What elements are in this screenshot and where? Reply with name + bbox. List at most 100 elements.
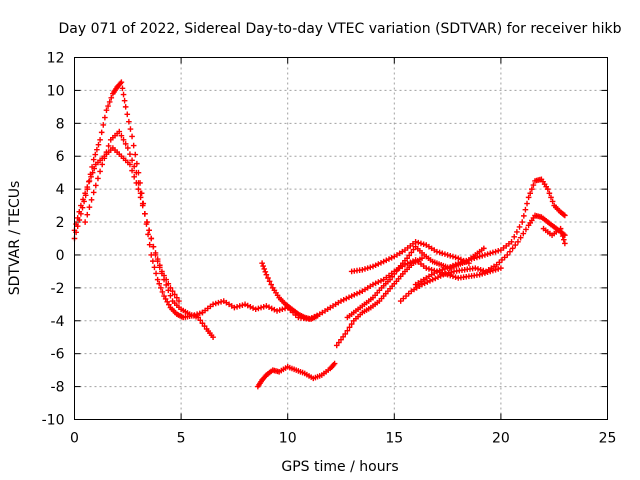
data-point	[86, 178, 93, 184]
data-point	[520, 230, 527, 237]
y-tick-labels: -10 -8 -6 -4 -2 0 2 4 6 8 10 12	[42, 51, 65, 429]
data-point	[159, 289, 166, 295]
data-point	[261, 266, 268, 272]
data-point	[210, 301, 216, 308]
data-point	[340, 334, 346, 340]
data-point	[530, 182, 537, 188]
data-point	[477, 266, 484, 273]
data-point	[95, 175, 101, 182]
grid	[74, 57, 608, 420]
data-point	[101, 155, 108, 162]
data-point	[279, 306, 286, 313]
data-point	[122, 141, 129, 147]
data-point	[266, 278, 273, 285]
data-point	[210, 334, 216, 341]
data-point	[125, 145, 131, 151]
y-tick-label: 4	[56, 182, 65, 198]
data-point	[445, 270, 452, 276]
series-track-12	[540, 225, 568, 247]
plot-frame	[74, 57, 608, 420]
data-point	[519, 219, 526, 225]
data-point	[89, 169, 96, 176]
data-point	[527, 190, 534, 197]
data-point	[472, 265, 479, 271]
data-point	[247, 303, 254, 310]
data-point	[130, 142, 137, 149]
data-point	[560, 236, 567, 243]
data-point	[562, 212, 568, 219]
y-tick-label: 2	[56, 215, 65, 231]
data-point	[428, 266, 435, 273]
data-point	[142, 211, 148, 217]
data-point	[426, 266, 432, 272]
data-point	[108, 95, 115, 101]
series-track-5	[255, 360, 338, 390]
data-point	[105, 103, 111, 109]
data-point	[218, 299, 224, 305]
data-point	[348, 293, 355, 299]
data-point	[481, 245, 487, 252]
data-point	[100, 122, 107, 128]
data-point	[367, 264, 374, 271]
data-markers	[71, 79, 568, 390]
data-point	[508, 238, 515, 245]
x-tick-label: 10	[279, 431, 297, 447]
data-point	[522, 206, 529, 213]
data-point	[359, 266, 366, 273]
data-point	[258, 304, 264, 311]
data-point	[98, 129, 105, 136]
data-point	[410, 246, 417, 253]
data-point	[158, 285, 164, 291]
data-point	[76, 208, 83, 215]
data-point	[156, 280, 163, 287]
x-tick-label: 5	[177, 431, 186, 447]
data-point	[415, 239, 422, 246]
data-point	[126, 118, 132, 125]
data-point	[145, 231, 151, 238]
data-point	[144, 219, 150, 225]
y-tick-label: -4	[51, 314, 65, 330]
data-point	[546, 190, 553, 197]
data-point	[129, 167, 135, 174]
data-point	[135, 180, 142, 186]
data-point	[458, 259, 464, 266]
data-point	[559, 233, 566, 239]
data-point	[364, 265, 371, 271]
data-point	[86, 204, 93, 211]
data-point	[466, 257, 472, 263]
data-point	[236, 303, 243, 309]
data-point	[474, 254, 480, 261]
data-point	[515, 238, 521, 245]
data-point	[419, 255, 425, 262]
data-point	[167, 285, 174, 291]
data-point	[119, 85, 126, 92]
data-point	[490, 249, 496, 256]
data-point	[427, 278, 433, 284]
data-point	[134, 160, 140, 167]
data-point	[120, 91, 127, 98]
data-point	[557, 225, 564, 232]
y-tick-label: 0	[56, 248, 65, 264]
data-point	[442, 251, 448, 257]
data-point	[242, 301, 248, 308]
data-point	[135, 186, 142, 192]
data-point	[84, 184, 91, 190]
data-point	[344, 327, 351, 334]
data-point	[95, 141, 102, 148]
data-point	[436, 249, 443, 256]
data-point	[74, 215, 81, 221]
data-point	[146, 227, 152, 234]
data-point	[356, 289, 363, 296]
data-point	[455, 255, 462, 262]
data-point	[137, 190, 144, 197]
data-point	[174, 294, 180, 301]
data-point	[434, 268, 440, 275]
data-point	[116, 128, 123, 135]
data-point	[354, 290, 360, 297]
data-point	[375, 261, 382, 267]
x-tick-labels: 0 5 10 15 20 25	[70, 431, 616, 447]
y-tick-label: 6	[56, 149, 65, 165]
data-point	[439, 250, 446, 257]
data-point	[260, 263, 266, 269]
